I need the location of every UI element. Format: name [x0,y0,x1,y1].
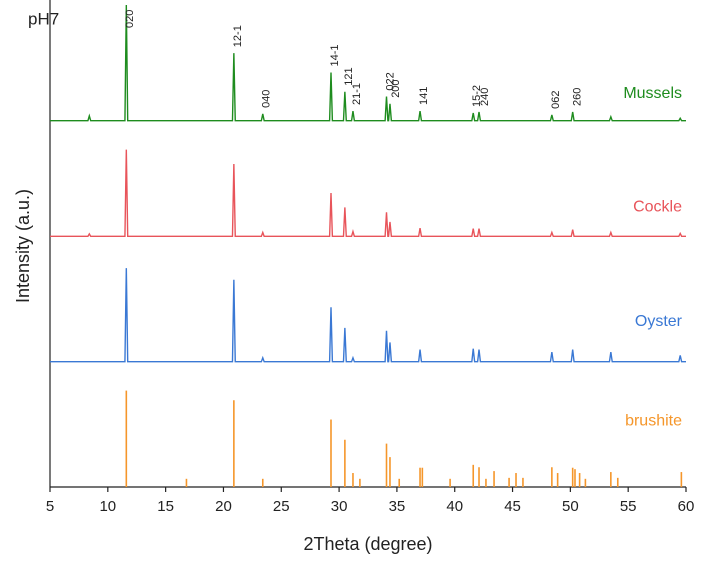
x-tick-label: 25 [273,498,290,515]
peak-label: 14-1 [329,44,341,66]
x-tick-label: 45 [504,498,521,515]
chart-subtitle: pH7 [28,9,59,28]
pattern-line [50,268,686,363]
peak-label: 200 [390,79,402,97]
series-label: Cockle [633,199,682,216]
pattern-line [50,149,686,238]
y-axis-label: Intensity (a.u.) [13,189,33,303]
x-tick-label: 5 [46,498,54,515]
x-tick-label: 60 [678,498,695,515]
peak-label: 020 [124,10,136,28]
series-label: Oyster [635,313,683,330]
pattern-line [50,4,686,122]
peak-label: 141 [418,87,430,105]
peak-label: 260 [572,88,584,106]
x-tick-label: 15 [157,498,174,515]
x-tick-label: 55 [620,498,637,515]
x-axis-label: 2Theta (degree) [303,534,432,554]
series-label: brushite [625,412,682,429]
peak-label: 040 [261,90,273,108]
x-tick-label: 40 [446,498,463,515]
peak-label: 15-2 [471,85,483,107]
x-tick-label: 20 [215,498,232,515]
x-tick-label: 10 [99,498,116,515]
peak-label: 12-1 [232,25,244,47]
x-tick-label: 30 [331,498,348,515]
peak-label: 062 [550,91,562,109]
peak-label: 121 [343,67,355,85]
peak-label: 21-1 [351,83,363,105]
peak-label: 022 [384,72,396,90]
series-label: Mussels [623,85,682,102]
x-tick-label: 35 [389,498,406,515]
x-tick-label: 50 [562,498,579,515]
peak-label: 240 [479,88,491,106]
